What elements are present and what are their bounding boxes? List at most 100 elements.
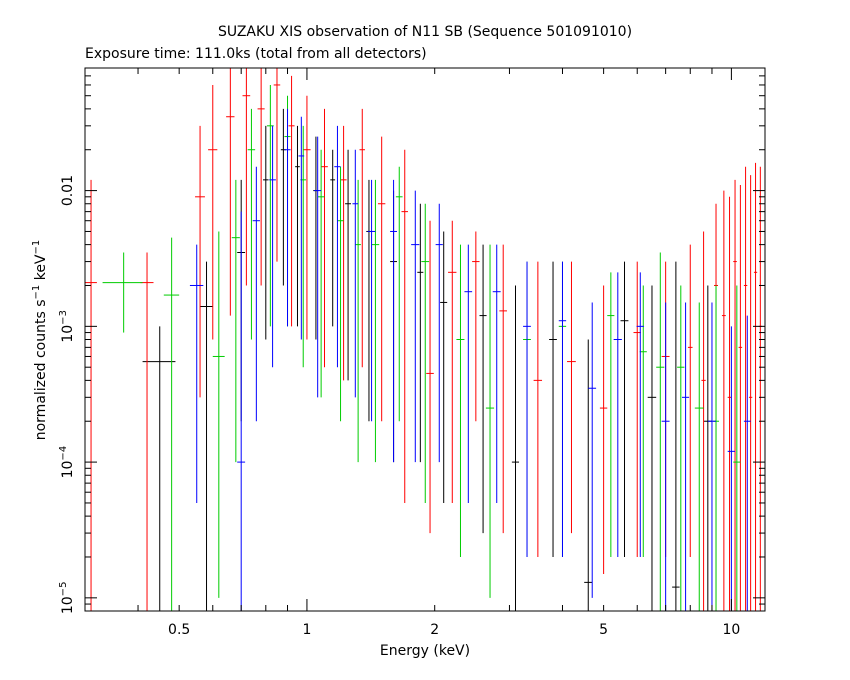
data-point — [533, 261, 543, 557]
data-point — [707, 302, 717, 611]
data-point — [599, 285, 608, 574]
data-point — [620, 261, 629, 557]
data-point — [252, 166, 260, 422]
data-point — [656, 252, 665, 611]
data-point — [485, 244, 495, 598]
data-point — [694, 302, 704, 611]
series-2 — [102, 84, 741, 611]
chart-title: SUZAKU XIS observation of N11 SB (Sequen… — [218, 24, 632, 40]
data-point — [440, 231, 448, 503]
data-point — [377, 136, 386, 422]
data-point — [411, 190, 420, 463]
series-3 — [189, 108, 751, 611]
data-point — [733, 285, 741, 611]
data-point — [703, 285, 712, 611]
data-point — [636, 272, 644, 557]
data-point — [588, 302, 597, 598]
data-point — [558, 261, 567, 557]
data-point — [345, 149, 351, 381]
data-point — [401, 149, 408, 503]
data-point — [499, 244, 507, 534]
data-point — [337, 166, 344, 422]
data-point — [208, 84, 218, 340]
data-point — [284, 108, 291, 327]
data-point — [549, 261, 557, 557]
data-point — [758, 166, 762, 611]
data-point — [607, 272, 615, 557]
data-point — [200, 261, 213, 611]
data-point — [237, 211, 246, 611]
data-point — [456, 244, 465, 557]
series-0 — [142, 108, 712, 611]
data-point — [727, 326, 736, 611]
data-point — [738, 184, 743, 611]
axis-ticks — [84, 67, 765, 612]
data-point — [721, 190, 726, 611]
data-point — [303, 95, 311, 340]
data-point — [417, 203, 424, 463]
data-point — [511, 285, 520, 611]
data-point — [359, 108, 365, 368]
y-tick-exponent: −3 — [58, 310, 69, 325]
data-point — [701, 231, 706, 611]
data-point — [295, 125, 300, 327]
data-point — [242, 68, 251, 286]
data-point — [647, 285, 657, 611]
data-point — [567, 261, 576, 534]
y-tick-exponent: −5 — [58, 582, 69, 597]
data-point — [340, 125, 347, 381]
data-point — [288, 75, 295, 327]
data-point — [743, 166, 748, 611]
y-tick-base: 10 — [60, 596, 76, 614]
data-point — [733, 179, 737, 611]
y-tick-base: 10 — [60, 461, 76, 479]
data-point — [464, 244, 473, 503]
data-point — [334, 125, 341, 368]
data-point — [395, 166, 403, 422]
data-point — [212, 231, 225, 598]
data-point — [753, 162, 758, 611]
y-axis-label: normalized counts s−1 keV−1 — [31, 240, 49, 441]
data-point — [613, 272, 622, 557]
y-tick-base: 0.01 — [60, 175, 76, 206]
x-tick-label: 5 — [599, 622, 608, 638]
data-point — [727, 196, 732, 611]
data-point — [142, 326, 176, 611]
data-layer — [85, 68, 762, 611]
x-tick-label: 10 — [722, 622, 740, 638]
data-point — [85, 179, 97, 611]
data-point — [140, 252, 154, 611]
data-point — [639, 285, 647, 557]
data-point — [102, 252, 143, 333]
y-tick-base: 10 — [60, 325, 76, 343]
data-point — [435, 203, 443, 463]
data-point — [633, 261, 641, 557]
y-axis-label-main: normalized counts s — [33, 299, 49, 440]
data-point — [269, 125, 276, 368]
data-point — [247, 108, 256, 340]
data-point — [163, 237, 180, 611]
data-point — [321, 108, 328, 368]
y-axis-label-sup2: −1 — [31, 240, 42, 255]
data-point — [584, 339, 593, 611]
data-point — [317, 149, 325, 398]
x-tick-label: 1 — [302, 622, 311, 638]
data-point — [492, 244, 501, 503]
data-point — [366, 179, 372, 422]
data-point — [352, 149, 359, 398]
data-point — [687, 244, 693, 557]
data-point — [226, 68, 235, 316]
data-point — [263, 125, 269, 340]
x-tick-label: 2 — [430, 622, 439, 638]
data-point — [472, 231, 480, 422]
data-point — [195, 125, 205, 398]
data-point — [280, 108, 286, 286]
data-point — [421, 203, 430, 503]
data-point — [355, 179, 361, 463]
data-point — [448, 220, 457, 503]
y-tick-label: 10−4 — [58, 446, 76, 479]
data-point — [390, 179, 398, 463]
data-point — [748, 175, 753, 611]
tick-labels: 0.5 1 2 5 1010−510−410−30.01 — [58, 175, 740, 638]
